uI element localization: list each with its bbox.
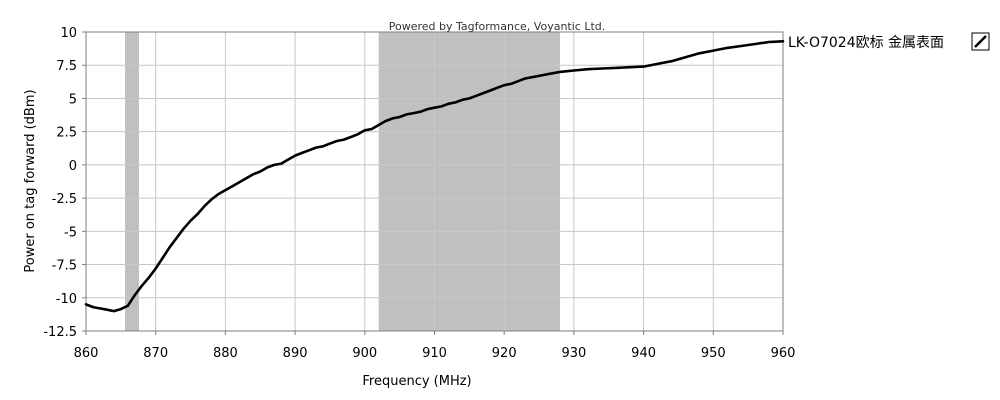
series-layer <box>84 39 785 313</box>
y-tick-label: 0 <box>69 159 77 174</box>
y-tick-label: -2.5 <box>52 192 77 207</box>
y-tick-label: -5 <box>64 225 77 240</box>
x-tick-label: 880 <box>213 346 238 361</box>
legend-series-label: LK-O7024欧标 金属表面 <box>788 35 944 51</box>
legend: LK-O7024欧标 金属表面 <box>788 32 990 51</box>
watermark: Powered by Tagformance, Voyantic Ltd. <box>389 20 606 33</box>
x-tick-label: 910 <box>422 346 447 361</box>
x-tick-label: 920 <box>492 346 517 361</box>
shaded-band-0 <box>125 32 139 331</box>
x-tick-label: 860 <box>74 346 99 361</box>
y-tick-label: -10 <box>56 292 77 307</box>
x-tick-labels: 860 870 880 890 900 910 920 930 940 950 960 <box>74 346 796 361</box>
y-axis-label: Power on tag forward (dBm) <box>23 89 38 272</box>
grid-lines <box>82 31 784 335</box>
series-line-0 <box>84 39 785 313</box>
x-tick-label: 890 <box>283 346 308 361</box>
legend-swatch-line-icon <box>974 35 987 48</box>
plot-area-frame <box>85 31 784 332</box>
x-tick-label: 930 <box>561 346 586 361</box>
y-tick-labels: 10 7.5 5 2.5 0 -2.5 -5 -7.5 -10 -12.5 <box>43 26 77 340</box>
x-tick-label: 940 <box>631 346 656 361</box>
y-tick-label: 2.5 <box>56 126 77 141</box>
shaded-bands <box>125 32 560 331</box>
x-axis-label: Frequency (MHz) <box>362 374 471 389</box>
y-tick-label: -12.5 <box>43 325 77 340</box>
x-tick-label: 960 <box>771 346 796 361</box>
shaded-band-1 <box>378 32 560 331</box>
x-tick-label: 870 <box>143 346 168 361</box>
y-tick-label: 10 <box>60 26 77 41</box>
y-tick-label: -7.5 <box>52 259 77 274</box>
y-tick-label: 7.5 <box>56 59 77 74</box>
x-tick-label: 950 <box>701 346 726 361</box>
x-tick-label: 900 <box>352 346 377 361</box>
y-tick-label: 5 <box>69 92 77 107</box>
